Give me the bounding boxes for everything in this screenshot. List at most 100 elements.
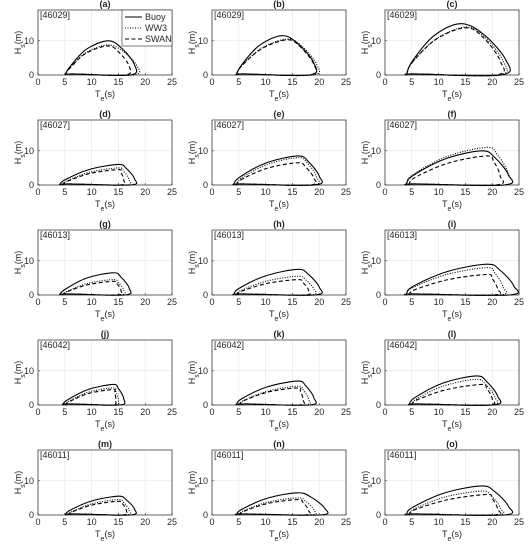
contour-line — [404, 150, 514, 187]
x-axis-label: Te(s) — [269, 419, 289, 433]
x-axis-label-sub: e — [101, 96, 105, 103]
x-axis-label-sub: e — [101, 426, 105, 433]
panel-title: (f) — [448, 109, 457, 119]
y-axis-label: Hs(m) — [13, 361, 27, 385]
y-tick-label: 0 — [203, 180, 208, 190]
y-axis-label-unit: (m) — [13, 471, 23, 485]
x-axis-label-main: T — [442, 419, 448, 429]
contour-line — [404, 146, 514, 187]
x-axis-label-main: T — [442, 309, 448, 319]
x-axis-label-main: T — [269, 529, 275, 539]
y-axis-label-sub: s — [194, 264, 201, 268]
x-axis-label-unit: (s) — [451, 529, 462, 539]
y-tick-label: 0 — [203, 290, 208, 300]
plot-area — [38, 450, 172, 515]
station-label: [46027] — [214, 120, 244, 130]
y-tick-label: 10 — [198, 256, 208, 266]
y-axis-label-sub: s — [20, 484, 27, 488]
y-tick-label: 0 — [376, 180, 381, 190]
x-axis-label: Te(s) — [442, 199, 462, 213]
x-tick-label: 15 — [113, 407, 123, 417]
y-tick-label: 0 — [203, 70, 208, 80]
x-tick-label: 10 — [87, 407, 97, 417]
panel-title: (d) — [99, 109, 111, 119]
panel-title: (i) — [448, 219, 457, 229]
x-tick-label: 10 — [261, 297, 271, 307]
y-axis-label-main: H — [360, 158, 370, 165]
y-axis-label: Hs(m) — [360, 251, 374, 275]
x-tick-label: 10 — [434, 407, 444, 417]
contour-line — [234, 492, 329, 516]
x-tick-label: 5 — [62, 517, 67, 527]
subplot: 0 5 10 15 20 25 0 10 (c) [46029] Te(s) Hs(m) — [360, 0, 524, 103]
x-axis-label-main: T — [95, 419, 101, 429]
y-axis-label-main: H — [187, 378, 197, 385]
y-tick-label: 0 — [29, 70, 34, 80]
x-axis-label: Te(s) — [95, 419, 115, 433]
y-axis-label-sub: s — [194, 374, 201, 378]
y-axis-label: Hs(m) — [13, 251, 27, 275]
x-axis-label-unit: (s) — [278, 309, 289, 319]
legend-label: SWAN — [145, 34, 172, 44]
x-tick-label: 10 — [87, 77, 97, 87]
x-tick-label: 20 — [487, 187, 497, 197]
y-axis-label-sub: s — [367, 264, 374, 268]
panel-title: (c) — [447, 0, 458, 9]
x-axis-label-main: T — [95, 199, 101, 209]
x-tick-label: 15 — [460, 407, 470, 417]
x-axis-label: Te(s) — [442, 89, 462, 103]
x-tick-label: 20 — [140, 77, 150, 87]
plot-area — [212, 450, 346, 515]
subplot: 0 5 10 15 20 25 0 10 (o) [46011] Te(s) Hs(m) — [360, 439, 524, 543]
y-axis-label-unit: (m) — [360, 251, 370, 265]
x-tick-label: 10 — [434, 187, 444, 197]
x-tick-label: 10 — [434, 517, 444, 527]
subplot: 0 5 10 15 20 25 0 10 (a) [46029] Te(s) Hs(m) BuoyWW3… — [13, 0, 177, 103]
x-tick-label: 5 — [62, 407, 67, 417]
x-axis-label-sub: e — [101, 316, 105, 323]
x-tick-label: 20 — [487, 77, 497, 87]
x-tick-label: 5 — [409, 297, 414, 307]
contour-line — [407, 273, 502, 296]
x-tick-label: 0 — [209, 77, 214, 87]
x-tick-label: 0 — [209, 407, 214, 417]
x-axis-label: Te(s) — [442, 529, 462, 543]
y-axis-label-sub: s — [20, 154, 27, 158]
y-axis-label-unit: (m) — [360, 471, 370, 485]
subplot: 0 5 10 15 20 25 0 10 (f) [46027] Te(s) Hs(m) — [360, 109, 524, 213]
x-axis-label: Te(s) — [269, 199, 289, 213]
x-axis-label-sub: e — [448, 536, 452, 543]
x-axis-label-sub: e — [448, 316, 452, 323]
station-label: [46029] — [214, 10, 244, 20]
x-axis-label: Te(s) — [95, 309, 115, 323]
x-axis-label-main: T — [95, 529, 101, 539]
x-axis-label-sub: e — [101, 206, 105, 213]
y-tick-label: 10 — [24, 476, 34, 486]
x-tick-label: 5 — [236, 407, 241, 417]
contour-line — [61, 280, 123, 296]
x-tick-label: 5 — [62, 297, 67, 307]
x-axis-label-unit: (s) — [278, 419, 289, 429]
contour-line — [238, 497, 317, 516]
contour-line — [61, 169, 126, 186]
x-tick-label: 20 — [314, 77, 324, 87]
contour-line — [235, 35, 318, 77]
y-axis-label: Hs(m) — [360, 361, 374, 385]
plot-area — [212, 340, 346, 405]
station-label: [46013] — [40, 230, 70, 240]
plot-area — [38, 120, 172, 185]
legend-label: Buoy — [145, 12, 166, 22]
y-axis-label-unit: (m) — [187, 361, 197, 375]
x-tick-label: 0 — [382, 517, 387, 527]
contour-line — [64, 40, 138, 77]
x-axis-label-sub: e — [448, 206, 452, 213]
x-axis-label-sub: e — [275, 316, 279, 323]
x-tick-label: 25 — [514, 187, 524, 197]
y-axis-label-main: H — [13, 488, 23, 495]
y-axis-label: Hs(m) — [13, 141, 27, 165]
y-axis-label-main: H — [13, 158, 23, 165]
y-axis-label-main: H — [187, 488, 197, 495]
y-axis-label-unit: (m) — [187, 31, 197, 45]
x-tick-label: 10 — [87, 187, 97, 197]
contour-line — [64, 495, 137, 516]
